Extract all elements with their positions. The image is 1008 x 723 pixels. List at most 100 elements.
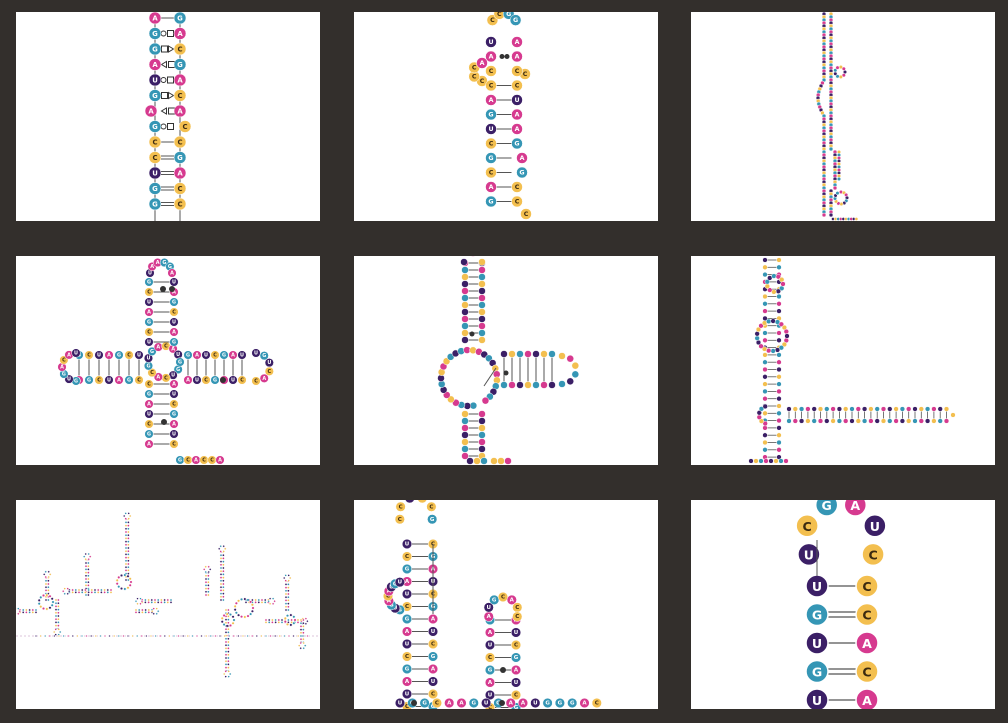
panel-three-way-junction[interactable] xyxy=(354,256,658,465)
nucleotide-C: C xyxy=(427,638,439,650)
nucleotide-A xyxy=(299,641,302,645)
nucleotide-G: G xyxy=(401,613,413,625)
nucleotide-A: A xyxy=(485,181,497,193)
nucleotide-G: G xyxy=(401,563,413,575)
nucleotide-C xyxy=(243,615,247,619)
svg-text:U: U xyxy=(74,351,78,357)
nucleotide-U xyxy=(255,634,258,638)
nucleotide-G: G xyxy=(144,429,154,439)
panel-long-branched[interactable] xyxy=(691,256,995,465)
nucleotide-C xyxy=(260,601,264,604)
panel-two-hairpins[interactable]: UCCGGAAUUCCGGAAUUCCGGAAUUCCGGAAUCCUCCGGU… xyxy=(354,500,658,709)
nucleotide-A xyxy=(127,549,130,553)
nucleotide-C xyxy=(47,575,50,579)
panel-long-tiny-helix[interactable] xyxy=(691,12,995,221)
nucleotide-G xyxy=(123,573,127,577)
nucleotide-A xyxy=(524,350,532,358)
nucleotide-G xyxy=(558,380,566,388)
nucleotide-A: A xyxy=(173,27,187,40)
nucleotide-A xyxy=(54,628,57,631)
svg-text:C: C xyxy=(524,211,529,218)
nucleotide-A: A xyxy=(427,613,439,625)
nucleotide-C xyxy=(124,537,128,540)
svg-text:G: G xyxy=(262,353,266,359)
nucleotide-A xyxy=(762,308,768,314)
nucleotide-A xyxy=(227,621,230,625)
nucleotide-U xyxy=(53,634,56,638)
nucleotide-C xyxy=(109,591,113,594)
svg-text:U: U xyxy=(204,353,208,359)
nucleotide-G xyxy=(124,533,128,537)
nucleotide-C xyxy=(128,577,132,581)
nucleotide-A xyxy=(115,582,119,586)
nucleotide-A xyxy=(508,381,516,389)
svg-text:A: A xyxy=(147,402,151,408)
svg-text:A: A xyxy=(488,680,493,686)
svg-text:G: G xyxy=(405,567,410,573)
nucleotide-G xyxy=(144,598,147,602)
nucleotide-U: U xyxy=(144,409,154,419)
svg-text:G: G xyxy=(422,701,427,707)
nucleotide-G: G xyxy=(175,455,185,465)
panel-four-way-junction[interactable]: UGUCACGUGACAUGUGCAGUACUGCAGUUAAGGACAGUAC… xyxy=(16,256,320,465)
nucleotide-C xyxy=(57,628,60,631)
nucleotide-A: A xyxy=(173,73,187,87)
nucleotide-C xyxy=(461,329,469,337)
nucleotide-A: A xyxy=(144,439,154,449)
nucleotide-G xyxy=(117,634,120,638)
nucleotide-U xyxy=(84,574,88,578)
nucleotide-A: A xyxy=(511,36,523,48)
nucleotide-U xyxy=(218,634,222,638)
svg-text:C: C xyxy=(501,595,505,601)
nucleotide-C xyxy=(39,634,42,638)
nucleotide-G xyxy=(478,273,486,281)
svg-text:G: G xyxy=(812,608,822,623)
svg-text:G: G xyxy=(177,15,183,23)
nucleotide-C xyxy=(204,587,208,590)
nucleotide-A xyxy=(287,634,291,638)
nucleotide-G xyxy=(766,318,772,325)
nucleotide-G: G xyxy=(183,350,193,360)
svg-text:A: A xyxy=(515,39,520,46)
svg-text:A: A xyxy=(170,271,174,277)
svg-text:C: C xyxy=(515,184,520,191)
nucleotide-G xyxy=(127,553,130,556)
svg-text:C: C xyxy=(186,458,190,464)
nucleotide-U xyxy=(224,675,227,678)
nucleotide-U xyxy=(768,458,774,464)
nucleotide-G xyxy=(144,611,147,614)
panel-zoomed-hairpin[interactable]: UCGAUCUCGCUAGCUACG xyxy=(691,500,995,709)
nucleotide-U xyxy=(126,634,130,638)
svg-text:C: C xyxy=(62,358,66,364)
nucleotide-C: C xyxy=(173,182,187,195)
nucleotide-G: G xyxy=(169,409,179,419)
nucleotide-C xyxy=(762,264,768,270)
nucleotide-A: A xyxy=(401,626,413,637)
nucleotide-U xyxy=(233,608,237,612)
nucleotide-U xyxy=(466,457,474,465)
nucleotide-A xyxy=(478,438,486,446)
nucleotide-U xyxy=(762,257,768,263)
nucleotide-G xyxy=(224,637,228,641)
nucleotide-U xyxy=(304,622,308,626)
nucleotide-G xyxy=(912,418,918,424)
nucleotide-U: U xyxy=(405,500,415,504)
nucleotide-A xyxy=(251,634,254,638)
nucleotide-G xyxy=(762,301,768,307)
svg-text:U: U xyxy=(431,629,435,635)
nucleotide-C xyxy=(31,611,35,614)
panel-large-multiloop[interactable] xyxy=(16,500,320,709)
nucleotide-U xyxy=(145,634,148,638)
nucleotide-G xyxy=(776,293,782,300)
nucleotide-U xyxy=(219,585,223,589)
svg-text:A: A xyxy=(459,701,464,707)
nucleotide-C xyxy=(277,621,281,624)
nucleotide-A xyxy=(302,631,305,635)
nucleotide-C: C xyxy=(512,611,523,622)
nucleotide-U xyxy=(299,646,302,650)
nucleotide-U xyxy=(144,608,147,612)
nucleotide-U xyxy=(204,590,208,594)
nucleotide-A xyxy=(767,287,773,293)
